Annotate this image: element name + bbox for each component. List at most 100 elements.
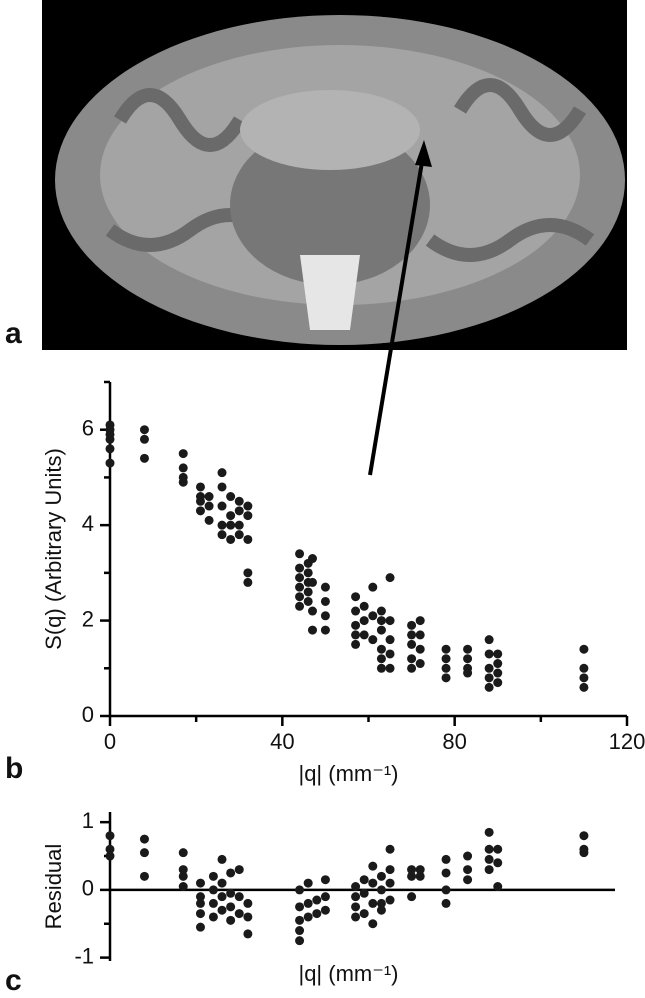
point: [376, 898, 386, 908]
point: [307, 606, 317, 616]
point: [303, 596, 313, 606]
point: [307, 554, 317, 564]
point: [368, 919, 378, 929]
point: [105, 844, 115, 854]
point: [234, 865, 244, 875]
point: [295, 549, 305, 559]
point: [195, 506, 205, 516]
point: [415, 644, 425, 654]
point: [139, 871, 149, 881]
point: [195, 898, 205, 908]
point: [484, 635, 494, 645]
point: [217, 520, 227, 530]
point: [208, 912, 218, 922]
point: [234, 520, 244, 530]
point: [441, 854, 451, 864]
point: [368, 898, 378, 908]
point: [178, 871, 188, 881]
point: [368, 611, 378, 621]
point: [493, 668, 503, 678]
point: [385, 865, 395, 875]
point: [351, 592, 361, 602]
point: [415, 616, 425, 626]
point: [376, 905, 386, 915]
point: [295, 936, 305, 946]
point: [579, 831, 589, 841]
point: [195, 909, 205, 919]
panel-label: a: [5, 317, 22, 350]
point: [407, 630, 417, 640]
point: [407, 663, 417, 673]
point: [368, 635, 378, 645]
point: [376, 606, 386, 616]
point: [579, 673, 589, 683]
y-tick-label: -1: [74, 943, 94, 968]
point: [463, 668, 473, 678]
point: [178, 882, 188, 891]
point: [105, 458, 115, 468]
point: [139, 453, 149, 463]
point: [385, 844, 395, 854]
point: [484, 844, 494, 854]
y-tick-label: 6: [82, 416, 94, 441]
point: [376, 885, 386, 895]
point: [484, 854, 494, 864]
y-axis-label: S(q) (Arbitrary Units): [41, 448, 66, 650]
point: [303, 587, 313, 597]
point: [463, 865, 473, 875]
point: [226, 520, 236, 530]
point: [243, 501, 253, 511]
point: [351, 902, 361, 912]
point: [385, 649, 395, 659]
point: [376, 625, 386, 635]
point: [303, 912, 313, 922]
point: [243, 898, 253, 908]
point: [407, 620, 417, 630]
point: [303, 568, 313, 578]
point: [484, 649, 494, 659]
point: [217, 905, 227, 915]
point: [226, 915, 236, 925]
point: [579, 663, 589, 673]
arrow-head: [415, 140, 432, 167]
point: [105, 444, 115, 454]
arrow: [368, 149, 426, 476]
point: [351, 639, 361, 649]
point: [226, 511, 236, 521]
point: [368, 582, 378, 592]
point: [295, 902, 305, 912]
point: [208, 898, 218, 908]
point: [195, 482, 205, 492]
point: [359, 875, 369, 885]
point: [295, 885, 305, 895]
point: [493, 882, 503, 891]
point: [226, 492, 236, 502]
point: [139, 834, 149, 844]
point: [243, 511, 253, 521]
point: [226, 868, 236, 878]
point: [320, 596, 330, 606]
point: [243, 912, 253, 922]
point: [376, 654, 386, 664]
point: [385, 895, 395, 905]
y-tick-label: 4: [82, 511, 94, 536]
point: [359, 630, 369, 640]
point: [139, 425, 149, 435]
point: [295, 582, 305, 592]
point: [385, 616, 395, 626]
point: [312, 895, 322, 905]
panel-label: c: [5, 964, 22, 997]
point: [441, 868, 451, 878]
point: [415, 871, 425, 881]
point: [234, 496, 244, 506]
point: [493, 858, 503, 868]
x-axis-label: |q| (mm⁻¹): [298, 961, 398, 986]
point: [178, 477, 188, 487]
point: [243, 577, 253, 587]
point: [415, 659, 425, 669]
point: [415, 630, 425, 640]
point: [208, 871, 218, 881]
point: [178, 463, 188, 473]
point: [234, 530, 244, 540]
